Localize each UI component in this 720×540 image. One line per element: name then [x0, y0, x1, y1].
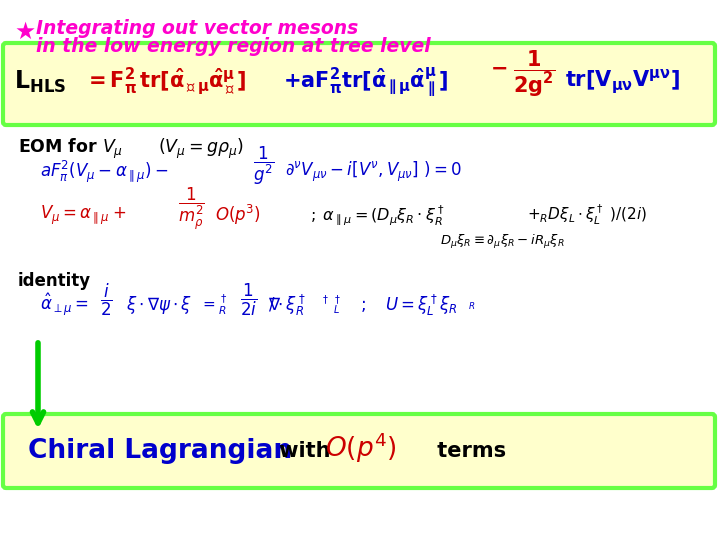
Text: $\dfrac{1}{m_\rho^2}$: $\dfrac{1}{m_\rho^2}$	[178, 186, 205, 232]
Text: $D_\mu\xi_R \equiv \partial_\mu\xi_R - iR_\mu\xi_R$: $D_\mu\xi_R \equiv \partial_\mu\xi_R - i…	[440, 233, 564, 251]
Text: $=_R^\dagger$: $=_R^\dagger$	[200, 293, 228, 317]
Text: $\mathbf{= F_\pi^2\, tr[\hat{\alpha}_{\perp\mu}\hat{\alpha}_\perp^\mu ]}$: $\mathbf{= F_\pi^2\, tr[\hat{\alpha}_{\p…	[84, 66, 246, 98]
Text: $aF_\pi^2(V_\mu - \alpha_{\parallel\mu}) -$: $aF_\pi^2(V_\mu - \alpha_{\parallel\mu})…	[40, 159, 168, 185]
Text: ${}^\dagger\;{}^\dagger_L$: ${}^\dagger\;{}^\dagger_L$	[320, 293, 341, 316]
Text: Chiral Lagrangian: Chiral Lagrangian	[28, 438, 292, 464]
Text: $\nabla\!\!\!\!/\cdot\xi_R^\dagger$: $\nabla\!\!\!\!/\cdot\xi_R^\dagger$	[268, 293, 306, 318]
Text: EOM for $V_\mu$: EOM for $V_\mu$	[18, 137, 123, 161]
Text: Integrating out vector mesons: Integrating out vector mesons	[36, 19, 359, 38]
Text: ★: ★	[14, 20, 35, 44]
Text: $\mathbf{tr[V_{\mu\nu}V^{\mu\nu}]}$: $\mathbf{tr[V_{\mu\nu}V^{\mu\nu}]}$	[565, 68, 680, 97]
Text: $O(p^4)$: $O(p^4)$	[325, 431, 397, 465]
Text: $+_R D\xi_L\cdot\xi_L^\dagger\ )/(2i)$: $+_R D\xi_L\cdot\xi_L^\dagger\ )/(2i)$	[527, 203, 647, 227]
Text: $\mathbf{-\;\dfrac{1}{2g^2}}$: $\mathbf{-\;\dfrac{1}{2g^2}}$	[490, 49, 556, 99]
Text: $(V_\mu = g\rho_\mu)$: $(V_\mu = g\rho_\mu)$	[158, 137, 244, 161]
Text: $\partial^\nu V_{\mu\nu} - i[V^\nu, V_{\mu\nu}]\ ) = 0$: $\partial^\nu V_{\mu\nu} - i[V^\nu, V_{\…	[285, 160, 462, 184]
Text: terms: terms	[430, 441, 506, 461]
Text: $;\;\alpha_{\parallel\mu} = (D_\mu\xi_R\cdot\xi_R^\dagger$: $;\;\alpha_{\parallel\mu} = (D_\mu\xi_R\…	[310, 203, 445, 227]
Text: $;\quad U = \xi_L^\dagger\xi_R$: $;\quad U = \xi_L^\dagger\xi_R$	[360, 293, 457, 318]
Text: in the low energy region at tree level: in the low energy region at tree level	[36, 37, 431, 56]
Text: $V_\mu = \alpha_{\parallel\mu}+$: $V_\mu = \alpha_{\parallel\mu}+$	[40, 204, 126, 227]
Text: $\hat{\alpha}_{\perp\mu}=$: $\hat{\alpha}_{\perp\mu}=$	[40, 292, 89, 319]
Text: $\dfrac{1}{2i}$: $\dfrac{1}{2i}$	[240, 282, 257, 318]
Text: $\dfrac{1}{g^2}$: $\dfrac{1}{g^2}$	[253, 145, 274, 187]
Text: $\mathbf{+ aF_\pi^2 tr[\hat{\alpha}_{\parallel\mu}\hat{\alpha}_\parallel^\mu ]}$: $\mathbf{+ aF_\pi^2 tr[\hat{\alpha}_{\pa…	[283, 65, 448, 99]
Text: $\xi\cdot\nabla\psi\cdot\xi$: $\xi\cdot\nabla\psi\cdot\xi$	[126, 294, 192, 316]
Text: $O(p^3)$: $O(p^3)$	[215, 203, 261, 227]
Text: $\mathbf{L}_{\mathbf{HLS}}$: $\mathbf{L}_{\mathbf{HLS}}$	[14, 69, 66, 95]
FancyBboxPatch shape	[3, 414, 715, 488]
Text: $\dfrac{i}{2}$: $\dfrac{i}{2}$	[100, 282, 112, 318]
Text: with: with	[272, 441, 338, 461]
Text: $_R$: $_R$	[468, 299, 475, 312]
Text: identity: identity	[18, 272, 91, 290]
FancyBboxPatch shape	[3, 43, 715, 125]
